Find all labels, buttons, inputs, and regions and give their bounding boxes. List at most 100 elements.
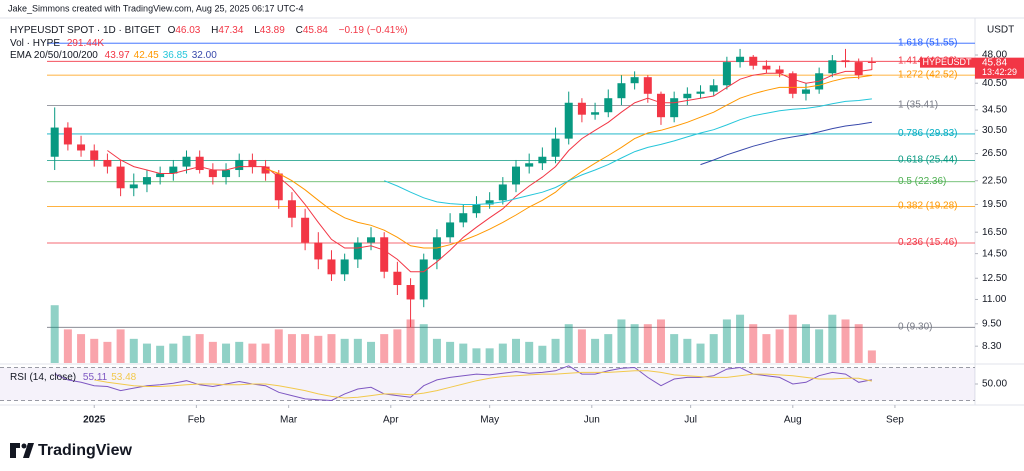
candle-body — [129, 184, 138, 189]
x-tick-label: Jun — [584, 415, 600, 426]
fib-label: 0.786 (29.83) — [898, 128, 958, 139]
ohlc: C45.84 — [296, 25, 332, 36]
volume-bar — [617, 319, 626, 363]
volume-bar — [340, 338, 349, 363]
x-tick-label: Mar — [280, 415, 298, 426]
volume-bar — [222, 343, 231, 363]
candle-body — [380, 237, 389, 272]
candle-body — [762, 65, 771, 70]
volume-bar — [274, 329, 283, 363]
candle-body — [577, 102, 586, 115]
candle-body — [722, 62, 731, 86]
x-tick-label: Aug — [784, 415, 802, 426]
volume-bar — [327, 334, 336, 363]
fib-label: 0.618 (25.44) — [898, 154, 958, 165]
price-axis-tag — [975, 57, 1024, 79]
candle-body — [525, 163, 534, 167]
candle-body — [670, 98, 679, 118]
volume-bar — [472, 348, 481, 363]
candle-body — [340, 259, 349, 275]
volume-header: Vol · HYPE 291.44K — [10, 38, 108, 49]
attribution: Jake_Simmons created with TradingView.co… — [8, 3, 304, 13]
candle-body — [50, 127, 59, 157]
candle-body — [498, 184, 507, 201]
volume-bar — [261, 343, 270, 363]
candle-body — [195, 156, 204, 171]
candle-body — [77, 144, 86, 151]
change: −0.19 (−0.41%) — [338, 25, 408, 36]
o-value: 46.03 — [175, 25, 201, 36]
candle-body — [788, 73, 797, 94]
volume-bar — [762, 334, 771, 363]
volume-bar — [736, 314, 745, 363]
candle-body — [459, 213, 468, 223]
h-label: H — [211, 25, 219, 36]
volume-bar — [656, 319, 665, 363]
volume-bar — [459, 343, 468, 363]
candle-body — [841, 60, 850, 63]
last-price: 45.84 — [982, 57, 1007, 68]
candle-body — [90, 150, 99, 160]
volume-value: 291.44K — [66, 38, 105, 49]
volume-bar — [841, 319, 850, 363]
x-tick-label: May — [480, 415, 499, 426]
y-tick-label: 19.50 — [982, 199, 1007, 210]
volume-bar — [643, 324, 652, 363]
candle-body — [551, 138, 560, 157]
currency: USDT — [987, 25, 1014, 36]
ema-title: EMA 20/50/100/200 — [10, 50, 98, 61]
volume-title: Vol · HYPE — [10, 38, 61, 49]
fib-label: 0.382 (19.28) — [898, 200, 958, 211]
y-tick-label: 34.50 — [982, 104, 1007, 115]
fib-label: 0.5 (22.36) — [898, 176, 946, 187]
ema-line — [384, 98, 872, 205]
candle-body — [564, 102, 573, 139]
candle-body — [485, 200, 494, 205]
candle-body — [683, 93, 692, 99]
logo-mark — [21, 443, 27, 449]
fib-label: 0 (9.30) — [898, 321, 932, 332]
x-tick-label: Sep — [886, 415, 904, 426]
ema-value: 32.00 — [191, 50, 217, 61]
volume-bar — [195, 334, 204, 363]
x-tick-label: Apr — [383, 415, 399, 426]
candle-body — [472, 204, 481, 214]
rsi-line — [54, 365, 872, 402]
volume-bar — [50, 305, 59, 363]
candle-body — [512, 166, 521, 185]
logo-mark — [10, 443, 20, 458]
volume-bar — [801, 324, 810, 363]
volume-bar — [564, 324, 573, 363]
volume-bar — [538, 345, 547, 363]
candle-body — [314, 242, 323, 260]
y-tick-label: 22.50 — [982, 175, 1007, 186]
volume-bar — [828, 314, 837, 363]
ema-value: 36.85 — [162, 50, 188, 61]
candle-body — [854, 62, 863, 76]
candle-body — [235, 159, 244, 171]
candle-body — [446, 222, 455, 238]
volume-bar — [709, 334, 718, 363]
y-tick-label: 30.50 — [982, 125, 1007, 136]
volume-bar — [301, 334, 310, 363]
x-tick-label: 2025 — [83, 415, 106, 426]
candle-body — [406, 285, 415, 300]
y-tick-label: 8.30 — [982, 341, 1002, 352]
x-tick-label: Jul — [684, 415, 697, 426]
candle-body — [367, 237, 376, 243]
symbol-header: HYPEUSDT SPOT · 1D · BITGET O46.03 H47.3… — [10, 25, 412, 36]
fib-label: 1.272 (42.52) — [898, 69, 958, 80]
volume-bar — [432, 338, 441, 363]
volume-bar — [696, 343, 705, 363]
volume-bar — [248, 343, 257, 363]
candle-body — [182, 156, 191, 167]
ema-value: 42.45 — [133, 50, 159, 61]
y-tick-label: 12.50 — [982, 273, 1007, 284]
ema-line — [700, 121, 872, 166]
volume-bar — [182, 335, 191, 363]
candle-body — [775, 69, 784, 74]
volume-bar — [367, 341, 376, 363]
candle-body — [208, 170, 217, 178]
l-label: L — [254, 25, 260, 36]
candle-body — [617, 83, 626, 99]
